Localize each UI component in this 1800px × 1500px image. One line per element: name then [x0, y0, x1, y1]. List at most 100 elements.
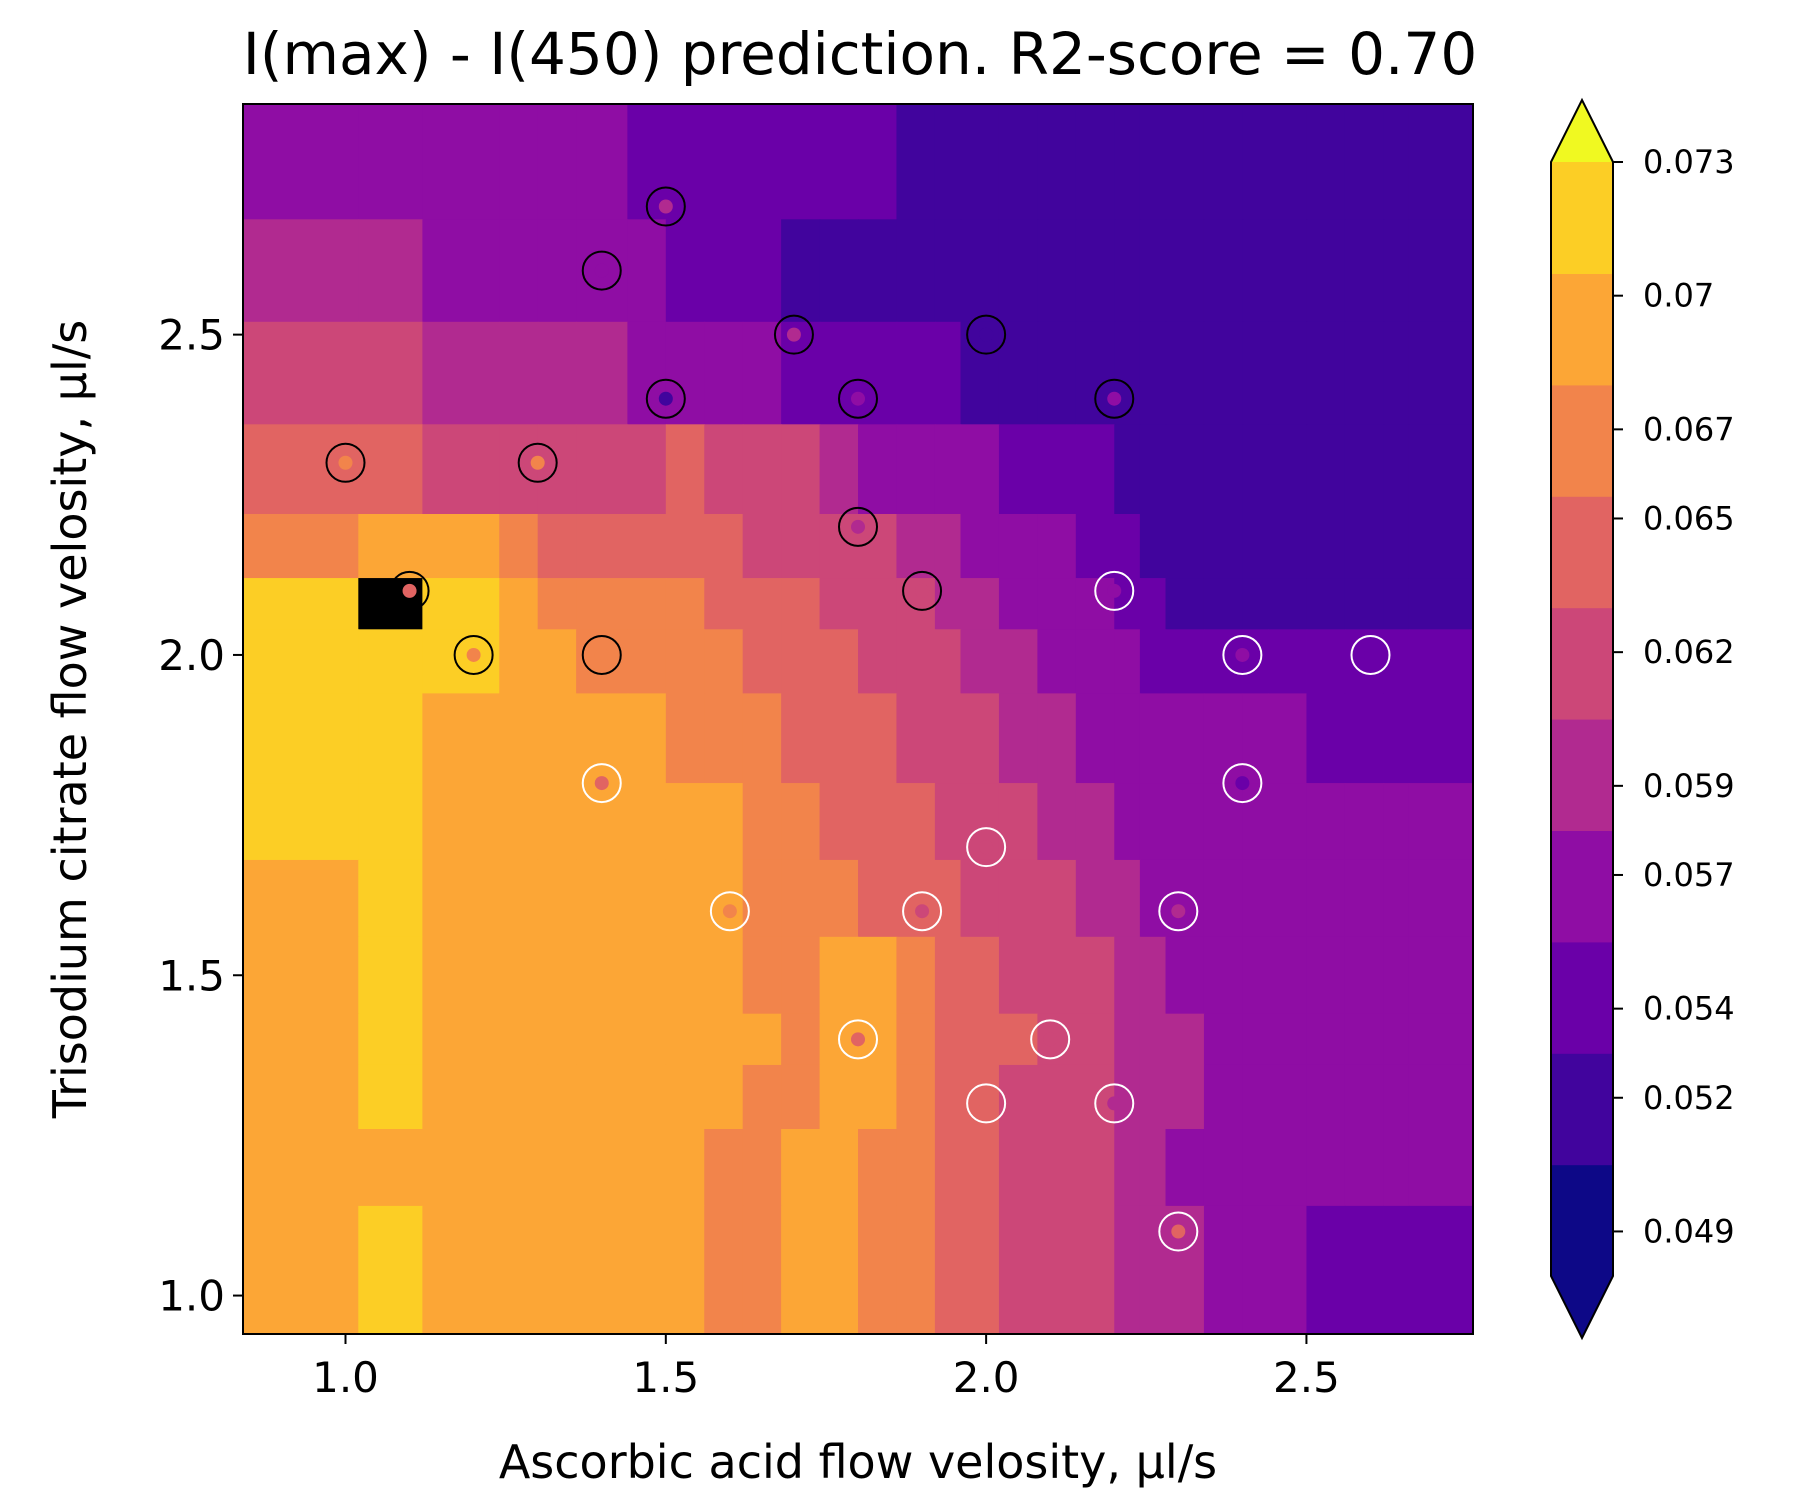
contour-cell — [1114, 936, 1141, 1015]
contour-cell — [1114, 1205, 1141, 1334]
contour-cell — [1383, 693, 1410, 784]
contour-cell — [742, 783, 782, 861]
contour-cell — [1139, 783, 1167, 861]
contour-cell — [934, 783, 962, 861]
test-point — [966, 1083, 1007, 1124]
contour-cell — [499, 1129, 539, 1207]
contour-cell — [1139, 578, 1167, 631]
contour-cell — [499, 514, 539, 579]
point-ring — [709, 891, 750, 932]
contour-cell — [1242, 629, 1269, 695]
contour-cell — [858, 104, 898, 221]
contour-cell — [627, 424, 667, 515]
contour-cell — [960, 1205, 1000, 1334]
contour-cell — [499, 629, 539, 695]
contour-cell — [1383, 859, 1410, 938]
contour-cell — [781, 783, 821, 861]
contour-cell — [499, 104, 539, 221]
contour-cell — [537, 424, 577, 515]
contour-cell — [1242, 1129, 1269, 1207]
training-point — [389, 570, 430, 611]
contour-cell — [537, 783, 577, 861]
chart-title: I(max) - I(450) prediction. R2-score = 0… — [243, 20, 1477, 88]
contour-cell — [1037, 514, 1077, 579]
contour-cell — [742, 1129, 782, 1207]
contour-cell — [1165, 104, 1205, 221]
contour-cell — [1306, 104, 1346, 221]
contour-cell — [1075, 321, 1116, 426]
contour-cell — [704, 693, 744, 784]
contour-cell — [1408, 783, 1473, 861]
contour-cell — [781, 514, 821, 579]
contour-cell — [576, 578, 629, 631]
contour-cell — [1139, 514, 1167, 579]
contour-cell — [704, 859, 744, 938]
point-ring — [325, 442, 366, 483]
contour-cell — [499, 1013, 539, 1066]
point-ring — [1158, 891, 1199, 932]
contour-cell — [998, 629, 1039, 695]
y-axis-label: Trisodium citrate flow velosity, μl/s — [43, 320, 97, 1119]
contour-cell — [1075, 859, 1116, 938]
training-point — [645, 378, 686, 419]
contour-cell — [576, 1129, 629, 1207]
contour-cell — [896, 321, 936, 426]
contour-cell — [998, 936, 1039, 1015]
contour-cell — [1037, 693, 1077, 784]
contour-cell — [1268, 219, 1308, 323]
point-ring — [838, 1019, 878, 1060]
contour-cell — [858, 693, 898, 784]
contour-cell — [422, 1064, 501, 1130]
contour-cell — [1383, 936, 1410, 1015]
x-axis: 1.0 1.5 2.0 2.5 — [312, 1334, 1340, 1402]
contour-cell — [1306, 424, 1346, 515]
point-dot — [1107, 1096, 1122, 1111]
contour-cell — [819, 693, 859, 784]
test-point — [581, 763, 622, 804]
contour-cell — [537, 693, 577, 784]
contour-cell — [1242, 219, 1269, 323]
contour-cell — [1075, 1013, 1116, 1066]
contour-cell — [358, 219, 424, 323]
test-point — [1094, 570, 1135, 611]
contour-cell — [858, 578, 898, 631]
contour-cell — [1268, 629, 1308, 695]
contour-cell — [896, 783, 936, 861]
contour-cell — [499, 693, 539, 784]
contour-cell — [1139, 424, 1167, 515]
training-point — [581, 250, 622, 291]
contour-cell — [1344, 1129, 1385, 1207]
contour-cell — [537, 1205, 577, 1334]
contour-cell — [1242, 321, 1269, 426]
contour-cell — [819, 1129, 859, 1207]
contour-cell — [1408, 629, 1473, 695]
contour-cell — [1242, 104, 1269, 221]
contour-cell — [1344, 578, 1385, 631]
contour-cell — [1139, 104, 1167, 221]
contour-cell — [358, 321, 424, 426]
contour-cell — [998, 578, 1039, 631]
contour-cell — [537, 321, 577, 426]
contour-cell — [1165, 424, 1205, 515]
contour-cell — [858, 936, 898, 1015]
contour-cell — [960, 514, 1000, 579]
colorbar-tick-label: 0.062 — [1643, 633, 1735, 671]
contour-cell — [781, 693, 821, 784]
point-dot — [851, 519, 865, 534]
point-ring — [966, 827, 1007, 868]
contour-cell — [576, 783, 629, 861]
contour-cell — [896, 424, 936, 515]
point-dot — [979, 1096, 994, 1111]
contour-cell — [358, 693, 424, 784]
colorbar-tick-label: 0.049 — [1643, 1212, 1735, 1250]
contour-cell — [422, 859, 501, 938]
contour-cell — [1203, 104, 1244, 221]
test-point — [1158, 891, 1199, 932]
contour-cell — [1344, 514, 1385, 579]
contour-cell — [422, 1205, 501, 1334]
scatter-points — [325, 186, 1391, 1252]
contour-cell — [960, 1129, 1000, 1207]
contour-cell — [858, 219, 898, 323]
colorbar-band — [1551, 830, 1613, 943]
contour-cell — [934, 1013, 962, 1066]
